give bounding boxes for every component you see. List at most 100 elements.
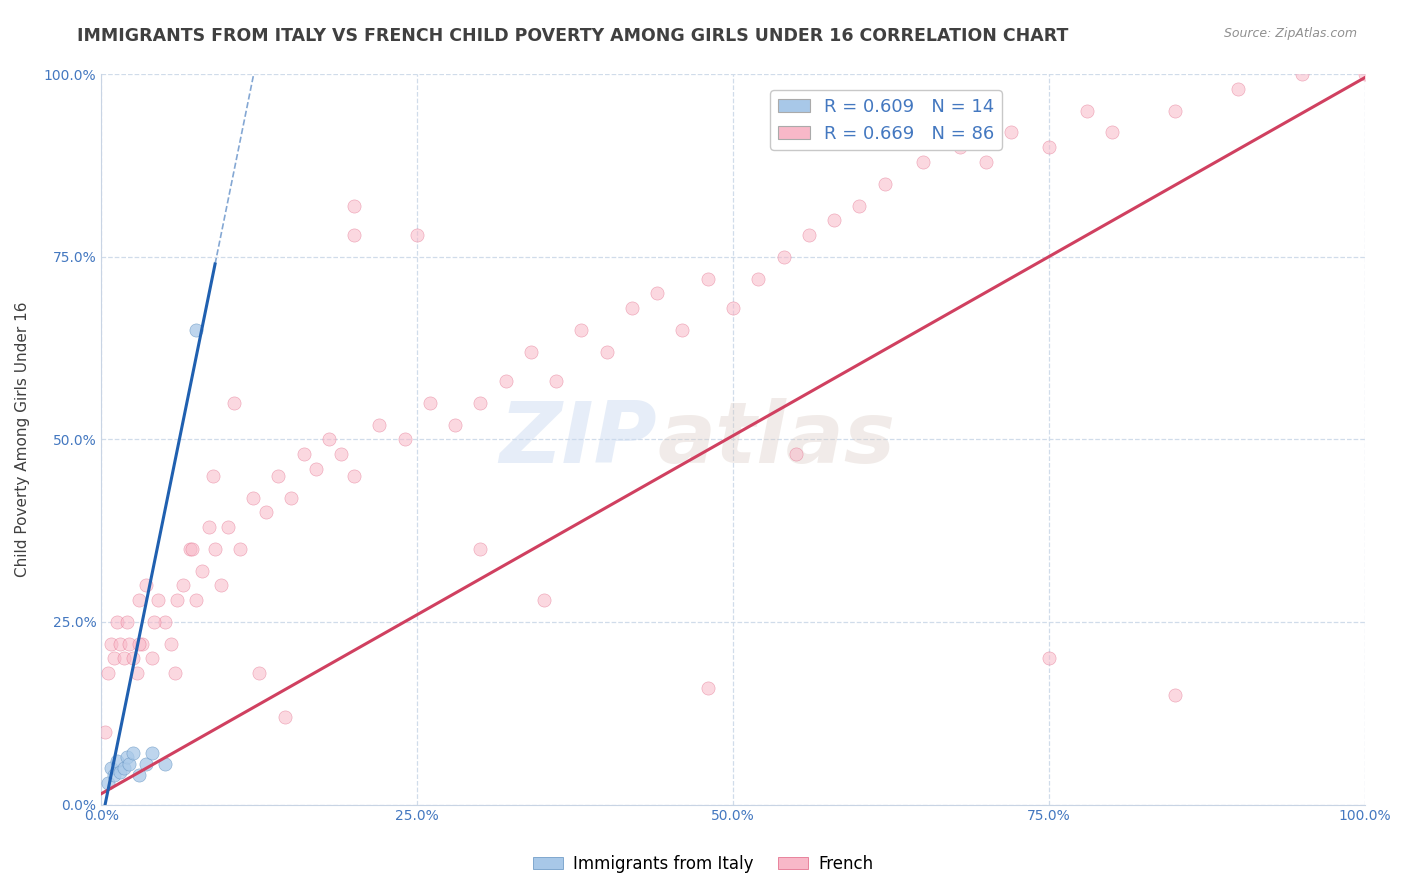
Point (533, 593, 555, 607)
Point (419, 396, 441, 410)
Point (280, 491, 302, 505)
Point (105, 615, 128, 629)
Point (100, 637, 122, 651)
Point (184, 323, 207, 337)
Point (222, 396, 245, 410)
Point (470, 396, 492, 410)
Point (118, 637, 141, 651)
Text: IMMIGRANTS FROM ITALY VS FRENCH CHILD POVERTY AMONG GIRLS UNDER 16 CORRELATION C: IMMIGRANTS FROM ITALY VS FRENCH CHILD PO… (77, 27, 1069, 45)
Point (785, 447, 807, 461)
Point (131, 637, 153, 651)
Point (166, 593, 188, 607)
Point (153, 757, 176, 772)
Point (470, 541, 492, 556)
Point (292, 447, 315, 461)
Point (97, 775, 120, 789)
Point (823, 213, 845, 227)
Text: Source: ZipAtlas.com: Source: ZipAtlas.com (1223, 27, 1357, 40)
Point (181, 541, 204, 556)
Point (444, 417, 467, 432)
Point (197, 520, 219, 534)
Point (160, 637, 183, 651)
Point (201, 468, 224, 483)
Point (797, 227, 820, 242)
Point (153, 615, 176, 629)
Point (125, 666, 148, 681)
Point (103, 651, 125, 665)
Point (143, 615, 166, 629)
Point (184, 593, 207, 607)
Point (343, 227, 366, 242)
Point (596, 344, 619, 359)
Point (368, 417, 391, 432)
Point (330, 447, 353, 461)
Point (217, 520, 239, 534)
Point (1000, 126, 1022, 140)
Point (135, 757, 157, 772)
Point (1101, 126, 1123, 140)
Point (520, 344, 543, 359)
Point (135, 578, 157, 592)
Point (247, 666, 270, 681)
Point (204, 541, 226, 556)
Point (254, 505, 277, 519)
Point (1164, 688, 1187, 702)
Point (1076, 103, 1098, 118)
Point (873, 177, 896, 191)
Point (305, 461, 328, 475)
Legend: Immigrants from Italy, French: Immigrants from Italy, French (526, 848, 880, 880)
Point (209, 578, 232, 592)
Point (273, 710, 295, 724)
Point (394, 433, 416, 447)
Point (974, 154, 997, 169)
Point (179, 541, 201, 556)
Point (848, 198, 870, 212)
Point (122, 651, 145, 665)
Point (645, 286, 668, 301)
Point (721, 301, 744, 315)
Point (128, 593, 150, 607)
Point (97, 666, 120, 681)
Point (112, 651, 135, 665)
Point (242, 491, 264, 505)
Point (110, 637, 132, 651)
Point (115, 615, 138, 629)
Point (949, 140, 972, 154)
Point (343, 468, 366, 483)
Point (571, 323, 593, 337)
Y-axis label: Child Poverty Among Girls Under 16: Child Poverty Among Girls Under 16 (15, 301, 30, 577)
Point (110, 764, 132, 779)
Point (229, 541, 252, 556)
Point (318, 433, 340, 447)
Point (1291, 67, 1313, 81)
Point (1227, 81, 1250, 95)
Point (911, 154, 934, 169)
Point (1164, 103, 1187, 118)
Point (173, 578, 195, 592)
Legend: R = 0.609   N = 14, R = 0.669   N = 86: R = 0.609 N = 14, R = 0.669 N = 86 (770, 90, 1002, 150)
Point (94, 724, 117, 739)
Point (141, 747, 163, 761)
Point (112, 761, 135, 775)
Text: ZIP: ZIP (499, 398, 657, 481)
Point (100, 761, 122, 775)
Point (495, 374, 517, 388)
Point (696, 681, 718, 695)
Point (128, 768, 150, 782)
Point (105, 754, 128, 768)
Point (1038, 140, 1060, 154)
Text: atlas: atlas (657, 398, 896, 481)
Point (163, 666, 186, 681)
Point (122, 747, 145, 761)
Point (620, 301, 643, 315)
Point (1038, 651, 1060, 665)
Point (406, 227, 429, 242)
Point (141, 651, 163, 665)
Point (546, 374, 568, 388)
Point (191, 564, 214, 578)
Point (343, 198, 366, 212)
Point (115, 750, 138, 764)
Point (671, 323, 693, 337)
Point (747, 271, 769, 285)
Point (772, 250, 794, 264)
